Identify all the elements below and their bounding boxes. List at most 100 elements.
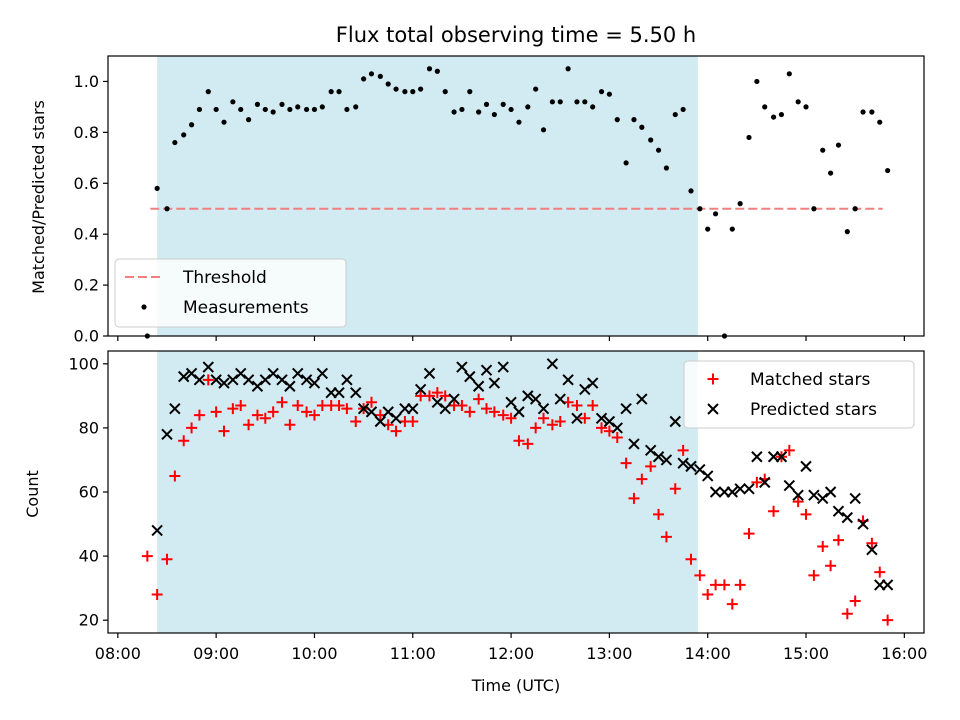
predicted-star-point [464, 370, 476, 383]
predicted-star-point [308, 377, 321, 389]
measurement-point [483, 101, 490, 107]
measurement-point [205, 89, 211, 95]
matched-star-point [571, 399, 583, 411]
predicted-star-point [562, 374, 574, 386]
measurement-point [238, 106, 244, 113]
x-tick-label: 13:00 [586, 644, 632, 663]
measurement-point [172, 139, 178, 146]
measurement-point [377, 73, 383, 79]
measurement-point [737, 201, 743, 207]
matched-star-point [677, 444, 689, 456]
matched-star-point [390, 425, 402, 437]
matched-star-point [341, 403, 353, 415]
predicted-star-point [529, 393, 542, 405]
matched-star-point [800, 508, 812, 520]
x-tick-label: 12:00 [488, 644, 534, 663]
measurement-point [196, 106, 203, 113]
measurement-point [221, 119, 227, 125]
matched-star-point [694, 569, 706, 581]
predicted-star-point [169, 402, 181, 415]
predicted-star-point [456, 361, 468, 373]
matched-star-point [218, 425, 230, 437]
matched-star-point [141, 550, 153, 562]
matched-star-point [538, 412, 550, 424]
matched-star-point [792, 496, 804, 508]
predicted-star-point [734, 483, 746, 495]
matched-star-point [350, 416, 362, 427]
measurement-point [582, 99, 588, 105]
measurement-point [803, 104, 809, 110]
y-tick-label: 0.4 [74, 225, 99, 244]
y-tick-label: 80 [79, 418, 99, 437]
measurement-point [245, 117, 252, 123]
predicted-star-point [660, 454, 673, 466]
predicted-star-point [709, 486, 722, 498]
axes-frame [107, 55, 925, 337]
predicted-star-point [759, 476, 771, 489]
predicted-star-point [669, 415, 681, 428]
matched-star-point [151, 589, 163, 601]
measurement-point [860, 109, 866, 115]
matched-star-point [497, 409, 509, 421]
predicted-star-point [644, 444, 657, 457]
y-tick-label: 40 [79, 547, 99, 566]
predicted-star-point [546, 358, 559, 370]
y-tick-label: 1.0 [74, 72, 99, 91]
measurement-point [680, 106, 686, 113]
measurement-point [181, 132, 187, 138]
y-tick-label: 100 [68, 354, 99, 373]
measurement-point [336, 89, 342, 95]
predicted-star-point [817, 492, 829, 505]
matched-star-point [169, 470, 181, 482]
legend-box [114, 258, 347, 328]
measurement-point [467, 89, 473, 95]
measurement-point [279, 101, 285, 107]
measurement-point [393, 86, 399, 92]
y-tick-label: 0.2 [74, 276, 99, 295]
predicted-star-point [628, 438, 640, 450]
predicted-star-point [775, 451, 788, 463]
matched-star-point [653, 508, 665, 520]
chart-title: Flux total observing time = 5.50 h [336, 23, 696, 47]
legend-predicted-swatch [707, 403, 719, 415]
predicted-star-point [151, 524, 163, 537]
matched-star-point [768, 505, 780, 517]
predicted-star-point [586, 377, 599, 389]
measurement-point [230, 99, 236, 105]
matched-star-point [546, 419, 558, 431]
legend-matched-swatch [707, 373, 719, 385]
matched-star-point [267, 406, 279, 418]
measurement-point [476, 109, 482, 115]
measurement-point [303, 106, 310, 113]
legend-matched-label: Matched stars [750, 370, 870, 390]
measurement-point [631, 117, 637, 123]
y-tick-label: 0.8 [74, 123, 99, 142]
x-tick-label: 11:00 [390, 644, 436, 663]
matched-star-point [473, 393, 485, 405]
measurement-point [254, 101, 261, 107]
predicted-star-point [636, 393, 648, 405]
matched-star-point [530, 422, 542, 434]
predicted-star-point [537, 402, 550, 415]
measurement-point [262, 106, 268, 113]
matched-star-point [579, 412, 591, 424]
predicted-star-point [390, 412, 402, 425]
measurement-point [353, 104, 359, 110]
measurement-point [410, 89, 416, 95]
shaded-interval [157, 351, 698, 633]
y-tick-label: 0.0 [74, 327, 99, 346]
predicted-star-point [210, 374, 222, 386]
matched-star-point [464, 406, 476, 418]
predicted-star-point [439, 402, 451, 415]
matched-star-point [259, 412, 271, 424]
measurement-point [672, 111, 678, 118]
measurement-point [697, 206, 703, 212]
matched-star-point [669, 483, 681, 495]
matched-star-point [235, 399, 247, 411]
legend-measurement-label: Measurements [183, 298, 309, 318]
measurement-point [525, 104, 531, 110]
measurement-point [434, 68, 440, 74]
predicted-star-point [365, 406, 378, 418]
measurement-point [426, 66, 433, 72]
x-axis-label: Time (UTC) [471, 676, 560, 695]
